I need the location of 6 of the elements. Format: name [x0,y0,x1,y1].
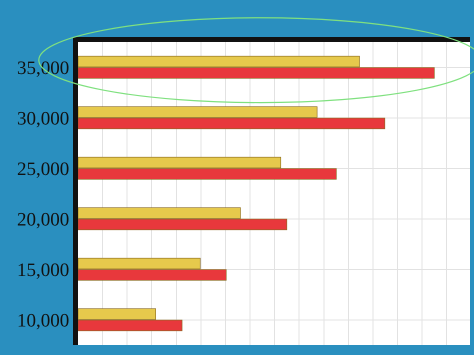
y-tick-label: 30,000 [16,108,70,130]
y-tick-label: 35,000 [16,58,70,79]
y-tick-label: 25,000 [16,158,70,180]
y-tick-label: 10,000 [16,310,70,332]
y-tick-label: 20,000 [16,209,70,230]
y-tick-label: 15,000 [16,260,70,281]
